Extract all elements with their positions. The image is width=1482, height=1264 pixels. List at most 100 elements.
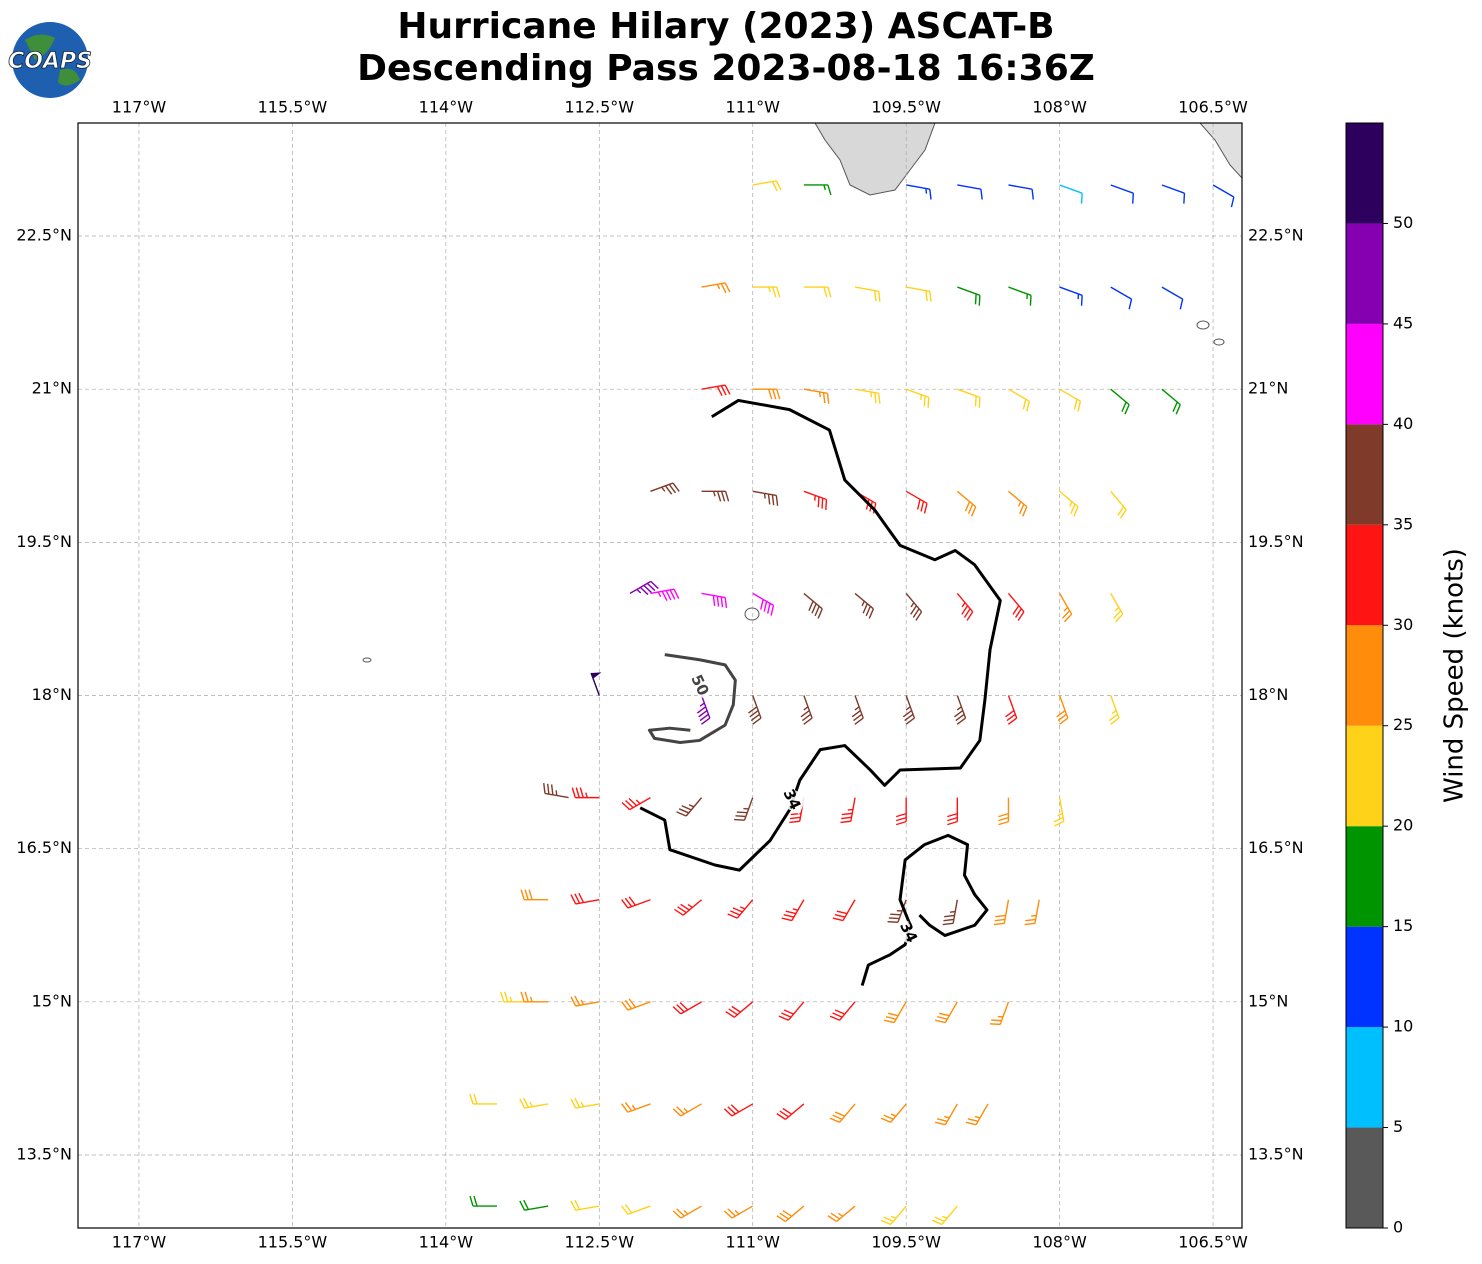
- wind-barb: [1005, 695, 1018, 725]
- barb-staff: [650, 588, 680, 601]
- wind-barb: [650, 482, 680, 495]
- barb-staff: [650, 482, 680, 495]
- y-tick-label: 16.5°N: [1248, 838, 1304, 857]
- barb-staff: [880, 1205, 907, 1226]
- wind-barb: [701, 282, 731, 294]
- colorbar-bin: [1346, 1127, 1383, 1228]
- barb-staff: [851, 695, 864, 725]
- wind-barb: [752, 286, 781, 298]
- wind-barb: [1161, 184, 1186, 204]
- contour-line: [639, 398, 1002, 872]
- barb-staff: [789, 797, 805, 824]
- colorbar-tick-label: 45: [1393, 313, 1413, 332]
- wind-barb: [570, 995, 600, 1007]
- wind-barb: [883, 1001, 907, 1024]
- x-tick-label: 117°W: [112, 1233, 167, 1252]
- wind-barb: [1008, 388, 1030, 412]
- barb-staff: [571, 787, 600, 799]
- barb-staff: [570, 995, 600, 1007]
- wind-barb: [803, 592, 823, 619]
- x-tick-label: 112.5°W: [564, 1233, 634, 1252]
- wind-barb: [880, 1205, 907, 1226]
- barb-staff: [1110, 388, 1130, 415]
- x-tick-label: 111°W: [726, 1233, 781, 1252]
- barb-staff: [957, 388, 981, 408]
- wind-barb: [621, 998, 651, 1011]
- colorbar-bin: [1346, 725, 1383, 827]
- wind-barb: [800, 695, 813, 725]
- barb-staff: [803, 286, 832, 298]
- barb-staff: [701, 384, 731, 397]
- barb-staff: [752, 286, 781, 298]
- barb-staff: [1008, 184, 1035, 200]
- barb-staff: [1059, 286, 1083, 306]
- barb-staff: [723, 1205, 754, 1219]
- barb-staff: [676, 797, 703, 817]
- barb-staff: [895, 797, 907, 826]
- y-tick-label: 21°N: [32, 379, 72, 398]
- wind-barb: [854, 286, 881, 302]
- colorbar-bin: [1346, 323, 1383, 425]
- barb-staff: [570, 1097, 600, 1109]
- colorbar-tick-label: 0: [1393, 1218, 1403, 1237]
- colorbar-bin: [1346, 424, 1383, 525]
- colorbar-tick-label: 40: [1393, 414, 1413, 433]
- barb-staff: [500, 991, 528, 1003]
- barb-staff: [829, 1001, 856, 1021]
- contour-label-box: [775, 785, 808, 815]
- wind-barb: [906, 184, 932, 200]
- barb-staff: [1056, 695, 1069, 725]
- wind-barb: [905, 490, 928, 514]
- barb-staff: [520, 991, 549, 1003]
- barb-staff: [725, 1001, 754, 1018]
- wind-barb: [570, 1199, 600, 1211]
- wind-barb: [621, 1204, 651, 1215]
- barb-staff: [957, 286, 981, 306]
- wind-barb: [570, 1097, 600, 1109]
- wind-barb: [776, 1103, 805, 1120]
- contour-label-box: [683, 670, 716, 700]
- barb-staff: [1005, 695, 1018, 725]
- wind-barb: [1008, 490, 1028, 517]
- barb-staff: [752, 180, 782, 192]
- y-tick-label: 15°N: [32, 991, 72, 1010]
- barb-staff: [854, 388, 881, 404]
- wind-barb: [1056, 695, 1069, 725]
- wind-barb: [621, 797, 651, 811]
- land: [1199, 123, 1242, 179]
- barb-staff: [752, 490, 779, 506]
- barb-staff: [947, 797, 959, 826]
- wind-barb: [827, 1205, 856, 1223]
- barb-staff: [953, 695, 967, 725]
- x-tick-label: 111°W: [726, 98, 781, 117]
- wind-barb: [906, 286, 932, 302]
- wind-barb: [781, 899, 805, 922]
- barb-staff: [1161, 184, 1186, 204]
- barb-staff: [803, 490, 828, 510]
- barb-staff: [942, 899, 959, 926]
- y-tick-label: 22.5°N: [1248, 226, 1304, 245]
- barb-staff: [800, 695, 813, 725]
- barb-staff: [469, 1093, 497, 1105]
- wind-barb: [752, 388, 781, 400]
- barb-staff: [1161, 286, 1184, 310]
- barb-staff: [989, 1001, 1010, 1026]
- barb-staff: [803, 388, 830, 404]
- wind-barb: [469, 1093, 497, 1105]
- barb-staff: [672, 1103, 702, 1117]
- wind-barb: [932, 1205, 958, 1226]
- barb-staff: [1007, 592, 1025, 621]
- wind-barb: [1108, 695, 1120, 725]
- barb-staff: [590, 672, 600, 696]
- barb-staff: [1059, 388, 1082, 412]
- barb-staff: [519, 1097, 549, 1109]
- wind-barb: [1008, 286, 1032, 306]
- colorbar-tick-label: 5: [1393, 1117, 1403, 1136]
- barb-staff: [674, 899, 703, 916]
- barb-staff: [778, 1001, 805, 1021]
- barb-staff: [880, 1103, 907, 1123]
- wind-barb: [905, 388, 930, 408]
- wind-barb: [621, 896, 651, 909]
